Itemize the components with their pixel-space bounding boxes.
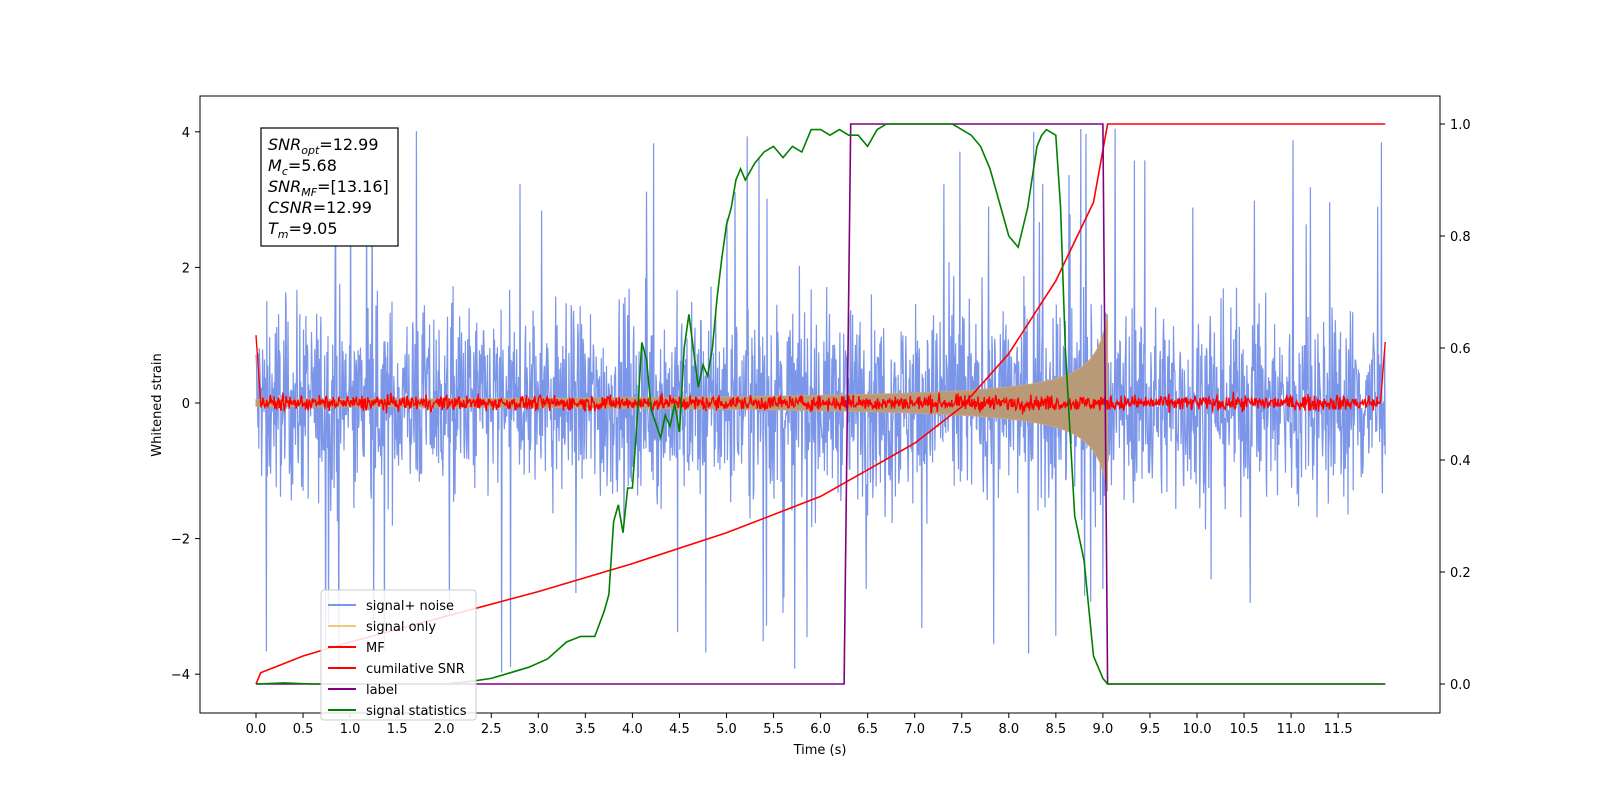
x-tick-label: 2.0 [434,722,455,737]
x-tick-label: 10.0 [1183,722,1212,737]
x-tick-label: 4.5 [669,722,690,737]
x-tick-label: 6.5 [857,722,878,737]
legend-entry: label [366,683,397,698]
x-tick-label: 5.0 [716,722,737,737]
y-right-tick-label: 1.0 [1450,118,1471,133]
y-left-tick-label: −4 [171,668,190,683]
x-tick-label: 1.5 [387,722,408,737]
y-left-tick-label: 0 [182,397,190,412]
stats-annotation-box: SNRopt=12.99Mc=5.68SNRMF=[13.16]CSNR=12.… [260,127,399,247]
y-left-tick-label: 2 [182,261,190,276]
mf-line [255,335,1386,415]
y-right-tick-label: 0.8 [1450,230,1471,245]
x-tick-label: 6.0 [810,722,831,737]
x-tick-label: 8.0 [998,722,1019,737]
signal-statistics-line [255,123,1386,685]
annotation-line: Mc=5.68 [268,156,337,178]
y-left-tick-label: −2 [171,533,190,548]
y-right-tick-label: 0.2 [1450,566,1471,581]
x-tick-label: 0.0 [246,722,267,737]
y-left-tick-label: 4 [182,126,190,141]
x-tick-label: 3.0 [528,722,549,737]
legend-entry: signal statistics [366,704,467,719]
legend-frame [320,589,477,721]
x-tick-label: 9.0 [1093,722,1114,737]
x-tick-label: 8.5 [1046,722,1067,737]
annotation-line: SNRMF=[13.16] [268,177,389,199]
plot-frame [199,95,1441,714]
y-right-tick-label: 0.0 [1450,678,1471,693]
x-axis-label: Time (s) [793,743,847,758]
x-tick-label: 10.5 [1230,722,1259,737]
y-axis-left-label: Whitened strain [150,353,165,456]
legend-entry: signal+ noise [366,599,454,614]
x-tick-label: 11.0 [1277,722,1306,737]
x-tick-label: 7.0 [904,722,925,737]
x-tick-label: 4.0 [622,722,643,737]
x-tick-label: 1.0 [340,722,361,737]
x-tick-label: 3.5 [575,722,596,737]
annotation-line: Tm=9.05 [268,219,338,241]
x-tick-label: 9.5 [1140,722,1161,737]
y-right-tick-label: 0.4 [1450,454,1471,469]
legend-entry: MF [366,641,385,656]
legend-entry: cumilative SNR [366,662,465,677]
y-axis-right-ticks: 1.0 0.8 0.6 0.4 0.2 0.0 [1440,118,1471,693]
x-tick-label: 11.5 [1324,722,1353,737]
annotation-line: SNRopt=12.99 [268,135,379,157]
legend: signal+ noise signal only MF cumilative SNR… [320,589,477,721]
y-right-tick-label: 0.6 [1450,342,1471,357]
x-tick-label: 2.5 [481,722,502,737]
x-tick-label: 0.5 [293,722,314,737]
y-axis-left-ticks: 4 2 0 −2 −4 [171,126,200,683]
x-axis-ticks: 0.0 0.5 1.0 1.5 2.0 2.5 3.0 3.5 4.0 4.5 5.0 5.5 6.0 6… [246,713,1353,737]
annotation-frame [260,127,399,247]
x-tick-label: 5.5 [763,722,784,737]
legend-entry: signal only [366,620,436,635]
series-mf [255,335,1386,415]
annotation-line: CSNR=12.99 [268,198,372,217]
x-tick-label: 7.5 [951,722,972,737]
